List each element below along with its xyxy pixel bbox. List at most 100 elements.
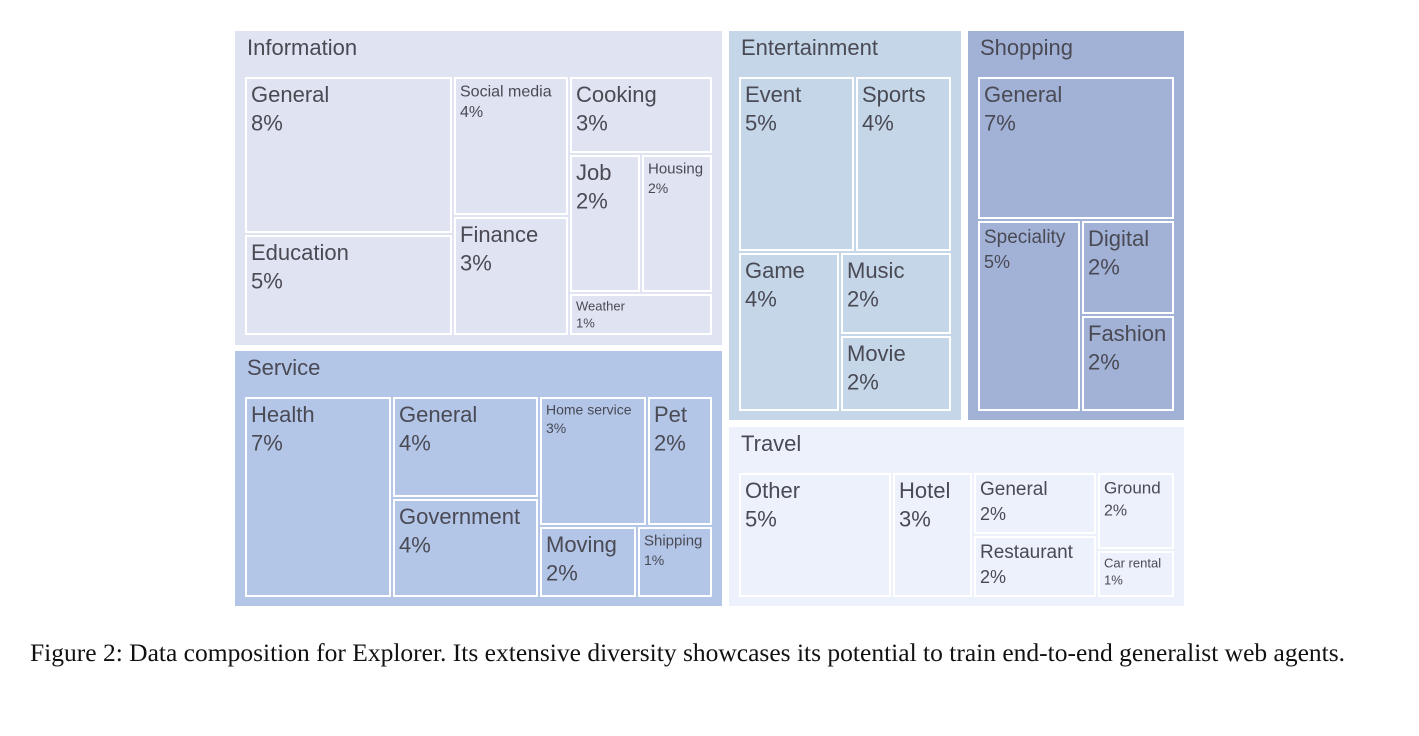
leaf-entertainment-movie: Movie 2% [841, 336, 951, 411]
leaf-travel-restaurant-value: 2% [980, 567, 1006, 587]
leaf-travel-car-rental-name: Car rental [1104, 556, 1161, 571]
figure-caption: Figure 2: Data composition for Explorer.… [30, 638, 1346, 667]
leaf-travel-ground-value: 2% [1104, 502, 1127, 519]
leaf-shopping-fashion-name: Fashion [1088, 321, 1166, 346]
leaf-travel-restaurant-rect [974, 536, 1096, 597]
leaf-service-moving-rect [540, 527, 636, 597]
leaf-service-general: General 4% [393, 397, 538, 497]
leaf-information-housing-value: 2% [648, 180, 668, 196]
leaf-service-health-value: 7% [251, 430, 283, 455]
leaf-service-government-value: 4% [399, 532, 431, 557]
leaf-entertainment-sports: Sports 4% [856, 77, 951, 251]
leaf-entertainment-game: Game 4% [739, 253, 839, 411]
leaf-information-education: Education 5% [245, 235, 452, 335]
leaf-travel-car-rental-rect [1098, 551, 1174, 597]
treemap-chart: Information General 8% Social media 4% Cookin… [235, 31, 1184, 606]
leaf-service-shipping-rect [638, 527, 712, 597]
leaf-information-education-rect [245, 235, 452, 335]
leaf-shopping-speciality-name: Speciality [984, 227, 1066, 248]
leaf-information-finance-value: 3% [460, 250, 492, 275]
leaf-travel-general-rect [974, 473, 1096, 534]
leaf-travel-car-rental: Car rental 1% [1098, 551, 1174, 597]
group-information: Information General 8% Social media 4% Cookin… [235, 31, 722, 345]
leaf-entertainment-movie-value: 2% [847, 369, 879, 394]
group-service-label: Service [247, 355, 320, 380]
leaf-entertainment-music-value: 2% [847, 286, 879, 311]
leaf-information-finance: Finance 3% [454, 217, 568, 335]
leaf-shopping-general-rect [978, 77, 1174, 219]
leaf-entertainment-game-rect [739, 253, 839, 411]
group-entertainment: Entertainment Event 5% Sports 4% Game 4% Music 2… [729, 31, 961, 420]
leaf-shopping-general-name: General [984, 82, 1062, 107]
leaf-shopping-digital-name: Digital [1088, 226, 1149, 251]
group-travel: TravelOther5%Hotel3%General2%Ground2%Res… [729, 427, 1184, 606]
leaf-entertainment-event-value: 5% [745, 110, 777, 135]
leaf-information-weather: Weather 1% [570, 294, 712, 335]
leaf-entertainment-game-value: 4% [745, 286, 777, 311]
leaf-travel-other-value: 5% [745, 506, 777, 531]
leaf-travel-restaurant-name: Restaurant [980, 542, 1074, 563]
leaf-information-education-value: 5% [251, 268, 283, 293]
leaf-travel-hotel-name: Hotel [899, 478, 950, 503]
leaf-entertainment-event-rect [739, 77, 854, 251]
group-entertainment-label: Entertainment [741, 35, 878, 60]
leaf-travel-hotel-value: 3% [899, 506, 931, 531]
leaf-information-social-media-name: Social media [460, 83, 552, 100]
leaf-shopping-digital: Digital 2% [1082, 221, 1174, 314]
leaf-information-housing-rect [642, 155, 712, 292]
leaf-service-general-rect [393, 397, 538, 497]
leaf-information-social-media-value: 4% [460, 104, 483, 121]
leaf-service-pet-name: Pet [654, 402, 687, 427]
leaf-travel-ground: Ground 2% [1098, 473, 1174, 549]
leaf-travel-hotel: Hotel 3% [893, 473, 972, 597]
leaf-entertainment-music-rect [841, 253, 951, 334]
leaf-travel-restaurant: Restaurant 2% [974, 536, 1096, 597]
leaf-service-moving-name: Moving [546, 532, 617, 557]
leaf-shopping-digital-rect [1082, 221, 1174, 314]
leaf-service-pet: Pet 2% [648, 397, 712, 525]
leaf-service-health: Health 7% [245, 397, 391, 597]
leaf-information-general-value: 8% [251, 110, 283, 135]
leaf-entertainment-music: Music 2% [841, 253, 951, 334]
leaf-service-moving-value: 2% [546, 560, 578, 585]
leaf-information-finance-rect [454, 217, 568, 335]
leaf-entertainment-sports-rect [856, 77, 951, 251]
group-travel-label: Travel [741, 431, 801, 456]
group-service: Service Health 7% General 4% Home service 3% Pe… [235, 351, 722, 606]
leaf-information-cooking: Cooking 3% [570, 77, 712, 153]
leaf-information-general-rect [245, 77, 452, 233]
leaf-travel-other-name: Other [745, 478, 800, 503]
leaf-shopping-fashion-rect [1082, 316, 1174, 411]
leaf-shopping-general: General 7% [978, 77, 1174, 219]
leaf-entertainment-movie-name: Movie [847, 341, 906, 366]
leaf-travel-other: Other 5% [739, 473, 891, 597]
leaf-shopping-speciality: Speciality 5% [978, 221, 1080, 411]
leaf-service-home-service-rect [540, 397, 646, 525]
leaf-information-weather-name: Weather [576, 299, 626, 314]
leaf-travel-general: General 2% [974, 473, 1096, 534]
leaf-information-cooking-name: Cooking [576, 82, 657, 107]
leaf-information-finance-name: Finance [460, 222, 538, 247]
leaf-service-moving: Moving 2% [540, 527, 636, 597]
leaf-entertainment-sports-value: 4% [862, 110, 894, 135]
leaf-shopping-fashion: Fashion 2% [1082, 316, 1174, 411]
leaf-shopping-general-value: 7% [984, 110, 1016, 135]
group-shopping: ShoppingGeneral7%Speciality5%Digital2%Fa… [968, 31, 1184, 420]
leaf-shopping-speciality-rect [978, 221, 1080, 411]
leaf-service-government: Government 4% [393, 499, 538, 597]
leaf-information-general-name: General [251, 82, 329, 107]
leaf-shopping-speciality-value: 5% [984, 252, 1010, 272]
leaf-information-social-media: Social media 4% [454, 77, 568, 215]
group-information-label: Information [247, 35, 357, 60]
leaf-entertainment-music-name: Music [847, 258, 904, 283]
leaf-information-housing-name: Housing [648, 161, 703, 178]
leaf-service-pet-value: 2% [654, 430, 686, 455]
leaf-travel-general-name: General [980, 479, 1048, 500]
leaf-information-cooking-rect [570, 77, 712, 153]
leaf-service-home-service-name: Home service [546, 402, 632, 418]
leaf-service-general-name: General [399, 402, 477, 427]
leaf-information-weather-value: 1% [576, 316, 595, 331]
leaf-information-social-media-rect [454, 77, 568, 215]
leaf-shopping-fashion-value: 2% [1088, 349, 1120, 374]
leaf-entertainment-event: Event 5% [739, 77, 854, 251]
